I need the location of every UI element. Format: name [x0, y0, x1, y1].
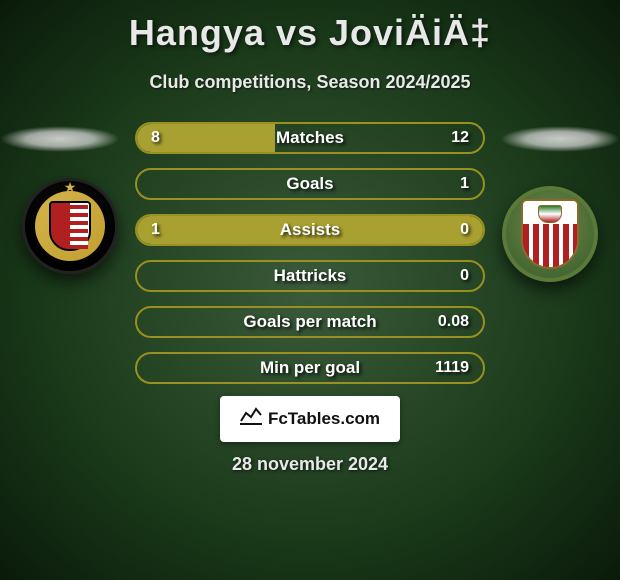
- stat-label: Goals: [286, 174, 333, 194]
- club-badge-right-stripes: [523, 224, 577, 267]
- stat-row: 1 Assists 0: [135, 214, 485, 246]
- page-subtitle: Club competitions, Season 2024/2025: [0, 72, 620, 93]
- stat-label: Hattricks: [274, 266, 347, 286]
- club-badge-left-stripes: [70, 205, 88, 249]
- stat-row: Min per goal 1119: [135, 352, 485, 384]
- stat-right-value: 0.08: [438, 313, 469, 331]
- stat-row: Goals per match 0.08: [135, 306, 485, 338]
- club-badge-right-shield: [521, 199, 579, 269]
- stat-right-value: 0: [460, 221, 469, 239]
- stat-right-value: 1119: [435, 359, 469, 377]
- club-badge-left-ring: ★: [35, 191, 105, 261]
- stat-row: Hattricks 0: [135, 260, 485, 292]
- club-badge-left: ★: [22, 178, 118, 274]
- player-shadow-right: [500, 126, 620, 152]
- stat-label: Goals per match: [243, 312, 376, 332]
- brand-badge[interactable]: FcTables.com: [220, 396, 400, 442]
- stat-right-value: 1: [460, 175, 469, 193]
- player-shadow-left: [0, 126, 120, 152]
- club-badge-right-crest: [538, 205, 562, 223]
- stat-left-value: 8: [151, 129, 160, 147]
- footer-date: 28 november 2024: [232, 454, 388, 475]
- stats-container: 8 Matches 12 Goals 1 1 Assists 0 Hattricks 0 Goals…: [135, 122, 485, 398]
- stat-row: 8 Matches 12: [135, 122, 485, 154]
- brand-text: FcTables.com: [268, 409, 380, 429]
- stat-right-value: 12: [451, 129, 469, 147]
- stat-label: Matches: [276, 128, 344, 148]
- chart-icon: [240, 407, 262, 431]
- stat-right-value: 0: [460, 267, 469, 285]
- stat-label: Assists: [280, 220, 340, 240]
- stat-label: Min per goal: [260, 358, 360, 378]
- page-title: Hangya vs JoviÄiÄ‡: [0, 0, 620, 54]
- star-icon: ★: [64, 179, 77, 196]
- club-badge-right: [502, 186, 598, 282]
- stat-row: Goals 1: [135, 168, 485, 200]
- stat-left-value: 1: [151, 221, 160, 239]
- club-badge-left-shield: [49, 201, 91, 251]
